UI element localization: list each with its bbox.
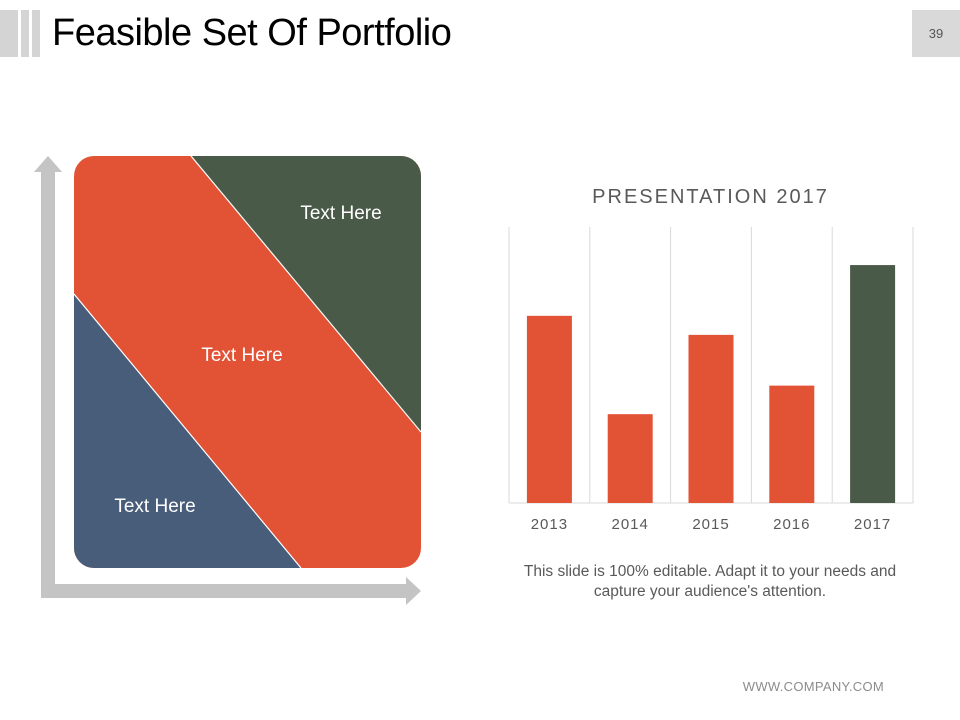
bar-2013 <box>526 315 572 503</box>
slide-caption: This slide is 100% editable. Adapt it to… <box>523 563 897 600</box>
bar-2014 <box>607 414 653 503</box>
x-tick-label: 2015 <box>692 516 729 533</box>
x-tick-label: 2013 <box>531 516 568 533</box>
divider-line <box>190 156 421 433</box>
portfolio-label-bottom-left: Text Here <box>114 496 195 517</box>
y-axis-arrow <box>34 156 62 584</box>
x-tick-label: 2014 <box>612 516 649 533</box>
chart-title: PRESENTATION 2017 <box>592 186 829 208</box>
bar-2016 <box>769 385 815 503</box>
page-number: 39 <box>912 10 960 57</box>
bar-chart: 2013 2014 2015 2016 2017 <box>508 227 914 533</box>
axis-arrows <box>34 156 421 605</box>
portfolio-label-top-right: Text Here <box>300 203 381 224</box>
portfolio-label-middle: Text Here <box>201 345 282 366</box>
divider-line <box>74 293 302 568</box>
bar-2015 <box>688 334 734 503</box>
title-accent-bar <box>32 10 40 57</box>
portfolio-diagram: Text Here Text Here Text Here <box>34 156 421 605</box>
bar-2017 <box>850 265 896 503</box>
footer-url: WWW.COMPANY.COM <box>742 679 884 694</box>
title-accent-bar <box>21 10 29 57</box>
title-accent-bar <box>0 10 18 57</box>
x-tick-label: 2017 <box>854 516 891 533</box>
x-tick-label: 2016 <box>773 516 810 533</box>
slide-title: Feasible Set Of Portfolio <box>52 12 452 54</box>
x-axis-arrow <box>41 577 421 605</box>
